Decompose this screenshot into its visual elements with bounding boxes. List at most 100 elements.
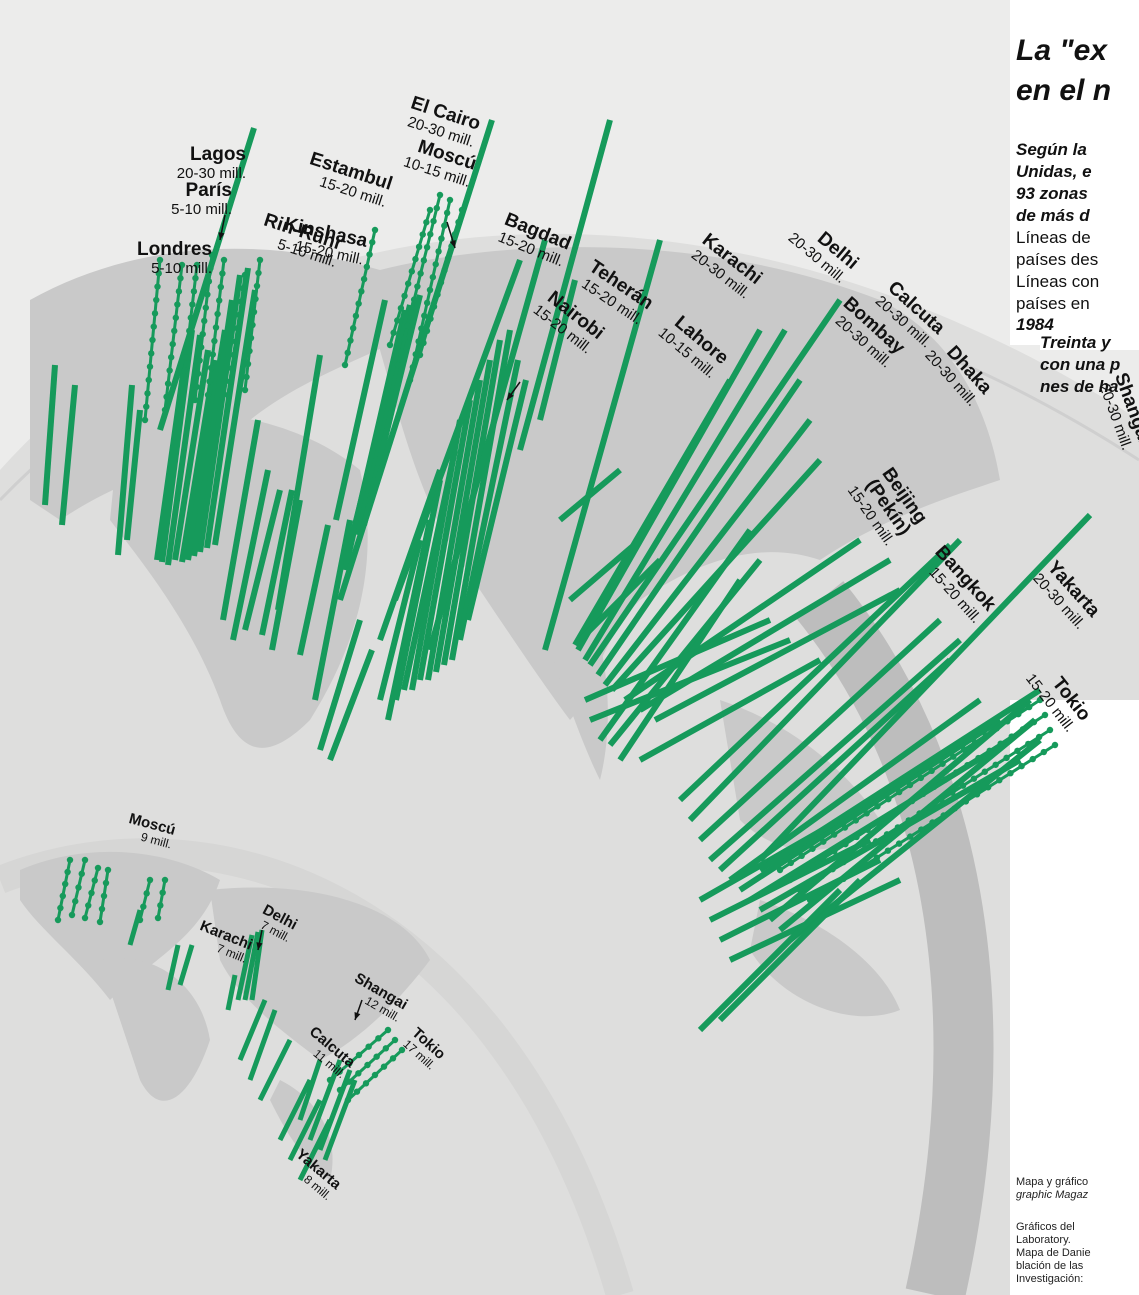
population-line-west-25 <box>347 304 413 546</box>
population-line-west-3 <box>124 409 143 541</box>
dotted-line-west-3 <box>191 251 216 404</box>
population-line-west-7 <box>172 349 211 561</box>
population-line-west-39 <box>465 379 529 621</box>
inset-population-line-9 <box>257 1038 293 1102</box>
population-line-asia-4 <box>587 298 843 667</box>
population-line-west-14 <box>220 419 261 621</box>
population-line-west-22 <box>312 519 353 701</box>
year-label: 1984 <box>1016 315 1054 334</box>
caption-legend-line-2: países des <box>1016 250 1098 269</box>
population-line-asia-10 <box>653 587 902 723</box>
population-line-west-2 <box>115 384 135 556</box>
dotted-line-asia-1 <box>786 711 1049 884</box>
year-panel: 1984 <box>1016 315 1139 350</box>
population-line-asia-36 <box>577 557 663 643</box>
population-line-west-28 <box>377 539 423 701</box>
dotted-line-west-1 <box>161 261 186 414</box>
inset-population-line-16 <box>277 1078 313 1142</box>
dotted-line-west-5 <box>224 271 249 399</box>
year-text-line-1: Treinta y <box>1040 333 1112 352</box>
inset-population-line-2 <box>177 944 195 986</box>
caption-legend-line-3: Líneas con <box>1016 272 1099 291</box>
population-line-asia-5 <box>595 378 803 677</box>
caption-title-line-2: en el n <box>1016 74 1111 107</box>
population-line-west-44 <box>327 648 375 762</box>
inset-population-line-15 <box>287 1098 323 1162</box>
year-text-line-2: con una p <box>1040 355 1120 374</box>
population-line-west-13 <box>212 289 258 546</box>
inset-population-line-14 <box>297 1118 333 1182</box>
population-line-asia-6 <box>602 418 813 687</box>
landmass-indonesia <box>750 900 900 1017</box>
nairobi-arrow <box>506 381 521 401</box>
inset-population-line-4 <box>235 934 255 1001</box>
population-line-west-43 <box>317 619 363 751</box>
caption-lead-line-3: 93 zonas <box>1016 184 1088 203</box>
inset-population-line-3 <box>225 974 238 1011</box>
population-line-west-17 <box>259 489 295 636</box>
inset-population-line-13 <box>322 1079 358 1161</box>
inset-dotted-line-1 <box>68 856 89 919</box>
population-line-asia-39 <box>638 657 822 763</box>
dotted-line-west-10 <box>406 196 454 384</box>
population-line-west-46 <box>517 119 613 451</box>
caption-legend-line-1: Líneas de <box>1016 228 1091 247</box>
dotted-line-asia-3 <box>806 741 1059 904</box>
population-line-west-45 <box>377 469 443 641</box>
inset-landmass-southeast <box>270 1080 333 1180</box>
population-line-west-42 <box>427 239 548 651</box>
credit-line-3: Gráficos del <box>1016 1221 1075 1233</box>
population-line-west-47 <box>537 279 578 421</box>
caption-title-line-1: La "ex <box>1016 34 1108 67</box>
population-line-west-4 <box>154 359 188 561</box>
inset-population-line-12 <box>317 1069 353 1151</box>
population-line-asia-8 <box>623 537 862 703</box>
population-line-west-0 <box>42 364 58 506</box>
inset-dotted-line-2 <box>81 864 102 922</box>
dotted-line-west-2 <box>176 261 201 414</box>
population-line-asia-29 <box>728 877 902 963</box>
inset-dotted-line-6 <box>326 1026 392 1084</box>
moscu-arrow <box>446 221 456 249</box>
credits-panel: Mapa y gráfico graphic Magaz Gráficos de… <box>1010 700 1139 1295</box>
inset-population-line-8 <box>247 1009 278 1081</box>
population-line-west-21 <box>297 524 331 656</box>
inset-dotted-line-5 <box>154 876 169 922</box>
population-line-west-10 <box>191 299 235 557</box>
population-line-asia-35 <box>568 537 642 603</box>
population-line-west-32 <box>409 419 463 691</box>
population-line-asia-16 <box>697 617 943 843</box>
city-label-londres-name: Londres <box>137 239 212 260</box>
credit-line-6: blación de las <box>1016 1260 1084 1272</box>
landmass-africa <box>110 412 368 748</box>
population-line-west-11 <box>197 274 243 553</box>
inset-dotted-line-7 <box>336 1036 399 1094</box>
inset-population-line-10 <box>297 1059 323 1121</box>
inset-shangai-arrow <box>354 999 363 1021</box>
population-line-asia-18 <box>717 657 953 873</box>
paris-arrow <box>218 214 226 241</box>
city-label-lagos-population: 20-30 mill. <box>177 165 246 182</box>
caption-legend-line-4: países en <box>1016 294 1090 313</box>
year-text-panel: Treinta y con una p nes de ha <box>1040 333 1120 396</box>
globe-rim-edge <box>796 581 994 1295</box>
dotted-line-asia-0 <box>776 696 1044 874</box>
population-line-asia-33 <box>717 877 863 1023</box>
credit-line-1: Mapa y gráfico <box>1016 1176 1088 1188</box>
population-line-west-37 <box>449 329 513 661</box>
credit-line-2: graphic Magaz <box>1016 1189 1089 1201</box>
inset-delhi-arrow <box>256 929 263 951</box>
caption-lead-line-2: Unidas, e <box>1016 162 1092 181</box>
population-line-asia-32 <box>697 887 843 1033</box>
dotted-line-west-6 <box>241 256 264 394</box>
credit-line-7: Investigación: <box>1016 1273 1083 1285</box>
population-line-asia-15 <box>687 537 963 823</box>
dotted-line-west-11 <box>416 206 466 359</box>
year-text-line-3: nes de ha <box>1040 377 1118 396</box>
city-label-lagos-name: Lagos <box>190 144 246 165</box>
population-line-west-16 <box>242 489 283 631</box>
inset-dotted-line-3 <box>96 866 112 926</box>
inset-dotted-line-0 <box>54 856 74 924</box>
